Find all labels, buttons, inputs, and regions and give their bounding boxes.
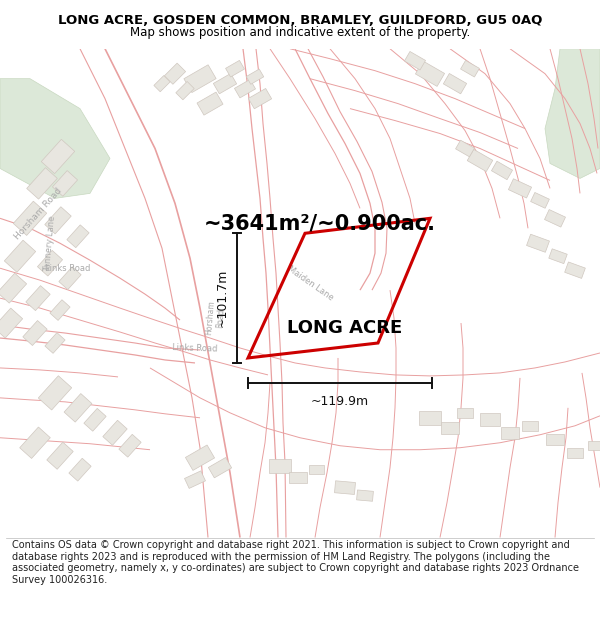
Text: Links Road: Links Road — [172, 342, 218, 353]
Polygon shape — [0, 308, 23, 338]
Polygon shape — [45, 332, 65, 353]
Polygon shape — [480, 413, 500, 426]
Polygon shape — [565, 262, 586, 278]
Polygon shape — [335, 481, 355, 494]
Polygon shape — [546, 434, 564, 445]
Polygon shape — [185, 471, 205, 488]
Polygon shape — [185, 445, 215, 471]
Polygon shape — [491, 161, 512, 179]
Polygon shape — [52, 171, 77, 196]
Polygon shape — [50, 300, 70, 321]
Text: ~3641m²/~0.900ac.: ~3641m²/~0.900ac. — [204, 213, 436, 233]
Polygon shape — [0, 273, 26, 303]
Polygon shape — [23, 321, 47, 346]
Polygon shape — [588, 441, 600, 450]
Polygon shape — [530, 192, 550, 208]
Text: LONG ACRE, GOSDEN COMMON, BRAMLEY, GUILDFORD, GU5 0AQ: LONG ACRE, GOSDEN COMMON, BRAMLEY, GUILD… — [58, 14, 542, 27]
Polygon shape — [41, 139, 75, 174]
Polygon shape — [20, 427, 50, 459]
Polygon shape — [441, 422, 459, 434]
Polygon shape — [415, 61, 445, 86]
Polygon shape — [64, 394, 92, 422]
Polygon shape — [246, 69, 264, 84]
Polygon shape — [208, 458, 232, 478]
Polygon shape — [26, 286, 50, 311]
Polygon shape — [527, 234, 550, 253]
Polygon shape — [269, 459, 291, 472]
Polygon shape — [37, 251, 62, 276]
Polygon shape — [69, 458, 91, 481]
Polygon shape — [567, 448, 583, 458]
Polygon shape — [0, 79, 110, 198]
Polygon shape — [457, 408, 473, 418]
Polygon shape — [549, 249, 567, 264]
Polygon shape — [289, 472, 307, 483]
Polygon shape — [226, 61, 244, 77]
Polygon shape — [13, 201, 47, 236]
Polygon shape — [47, 442, 73, 469]
Polygon shape — [154, 76, 170, 92]
Polygon shape — [545, 49, 600, 178]
Polygon shape — [308, 465, 323, 474]
Polygon shape — [248, 89, 272, 109]
Text: Map shows position and indicative extent of the property.: Map shows position and indicative extent… — [130, 26, 470, 39]
Text: ~101.7m: ~101.7m — [216, 269, 229, 328]
Polygon shape — [501, 427, 519, 439]
Polygon shape — [67, 225, 89, 248]
Text: Horsham Road: Horsham Road — [13, 186, 64, 241]
Text: LONG ACRE: LONG ACRE — [287, 319, 403, 337]
Polygon shape — [164, 63, 185, 84]
Polygon shape — [461, 61, 479, 77]
Polygon shape — [443, 74, 467, 94]
Polygon shape — [545, 209, 565, 227]
Polygon shape — [419, 411, 441, 425]
Text: Horsham
Road: Horsham Road — [204, 300, 226, 336]
Polygon shape — [508, 179, 532, 198]
Polygon shape — [4, 240, 35, 272]
Polygon shape — [197, 92, 223, 115]
Polygon shape — [45, 207, 71, 234]
Polygon shape — [214, 74, 236, 94]
Polygon shape — [184, 65, 216, 92]
Polygon shape — [103, 420, 127, 445]
Polygon shape — [26, 168, 58, 199]
Polygon shape — [235, 79, 256, 98]
Polygon shape — [455, 140, 475, 157]
Polygon shape — [176, 81, 194, 100]
Text: Contains OS data © Crown copyright and database right 2021. This information is : Contains OS data © Crown copyright and d… — [12, 540, 579, 585]
Polygon shape — [404, 51, 425, 70]
Polygon shape — [59, 267, 81, 289]
Polygon shape — [119, 434, 141, 457]
Polygon shape — [522, 421, 538, 431]
Text: Maiden Lane: Maiden Lane — [286, 264, 335, 302]
Text: ~119.9m: ~119.9m — [311, 395, 369, 408]
Polygon shape — [38, 376, 72, 410]
Polygon shape — [84, 408, 106, 431]
Text: Tannery Lane: Tannery Lane — [43, 215, 57, 272]
Polygon shape — [356, 490, 373, 501]
Polygon shape — [467, 149, 493, 172]
Text: Links Road: Links Road — [46, 264, 91, 272]
